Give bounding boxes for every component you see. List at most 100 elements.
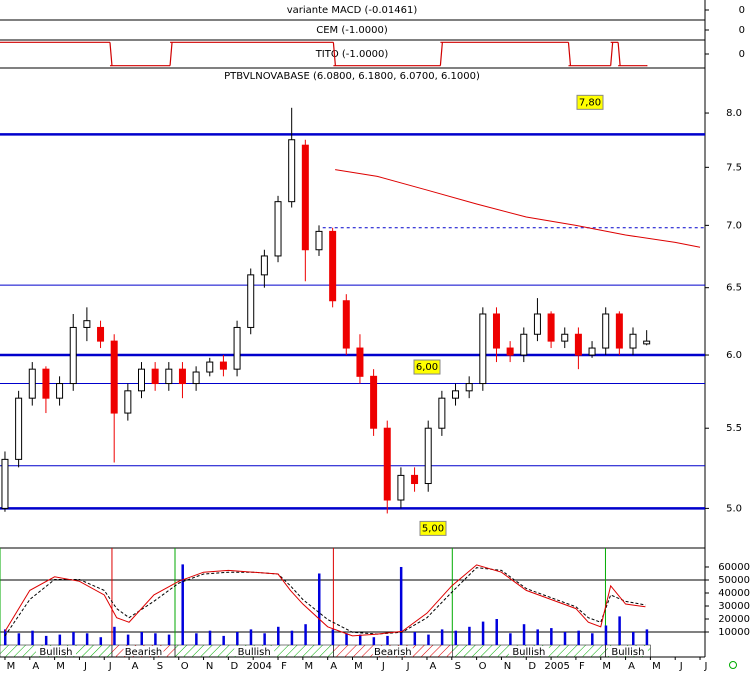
candle-body: [370, 375, 378, 429]
volume-bar: [263, 633, 266, 645]
volume-bar: [386, 635, 389, 645]
y-tick-label: 20000: [718, 614, 750, 625]
x-tick-label: J: [406, 661, 410, 672]
y-tick-label: 10000: [718, 627, 750, 638]
x-tick-label: A: [430, 661, 437, 672]
candle-body: [588, 347, 596, 356]
volume-bar: [167, 634, 171, 645]
volume-bar: [126, 634, 130, 645]
candle-body: [192, 371, 200, 385]
volume-bar: [85, 633, 89, 645]
volume-bar: [195, 633, 198, 645]
candle-body: [15, 397, 23, 460]
tito-connector: [169, 42, 173, 66]
volume-bar: [290, 630, 294, 645]
x-tick-label: M: [305, 661, 314, 672]
volume-bar: [454, 630, 458, 645]
y-tick-label: 5.5: [726, 423, 742, 434]
volume-bar: [618, 616, 621, 645]
volume-bar: [522, 624, 526, 645]
volume-bar: [345, 633, 348, 645]
volume-bar: [140, 631, 143, 645]
candle-body: [28, 368, 36, 399]
y-tick-label: 8.0: [726, 108, 742, 119]
candle-body: [42, 368, 50, 399]
volume-bar: [358, 634, 362, 645]
volume-bar: [440, 629, 444, 645]
x-tick-label: J: [704, 661, 708, 672]
candle-body: [274, 201, 282, 257]
band-label: Bullish: [39, 647, 72, 658]
candle-body: [110, 340, 118, 414]
candle-body: [424, 427, 432, 485]
candle-body: [329, 230, 337, 302]
y-tick-label: 6.5: [726, 283, 742, 294]
volume-bar: [236, 631, 239, 645]
panel-title: PTBVLNOVABASE (6.0800, 6.1800, 6.0700, 6…: [224, 71, 480, 82]
x-tick-label: M: [56, 661, 65, 672]
volume-bar: [645, 629, 649, 645]
x-tick-label: J: [381, 661, 385, 672]
y-tick-label: 6.0: [726, 350, 742, 361]
candle-body: [397, 474, 405, 501]
band-label: Bullish: [512, 647, 545, 658]
candle-body: [124, 390, 132, 414]
volume-bar: [591, 633, 594, 645]
candle-body: [479, 313, 487, 385]
candle-body: [465, 383, 473, 392]
band-label-bg: [234, 646, 275, 656]
x-tick-label: M: [652, 661, 661, 672]
tito-connector: [610, 42, 614, 66]
volume-bar: [304, 624, 307, 645]
candle-body: [383, 427, 391, 501]
x-tick-label: A: [628, 661, 635, 672]
y-tick-label: 40000: [718, 588, 750, 599]
volume-bar: [509, 633, 512, 645]
candle-body: [301, 144, 309, 251]
tito-connector: [439, 42, 443, 66]
candle-body: [506, 347, 514, 356]
y-tick-label: 0: [739, 5, 745, 16]
band-label-bg: [508, 646, 549, 656]
panel-title: variante MACD (-0.01461): [287, 5, 418, 16]
level-label-box: [419, 520, 447, 536]
candle-body: [438, 397, 446, 429]
candle-body: [69, 326, 77, 385]
volume-bar: [3, 629, 7, 645]
candle-body: [342, 300, 350, 349]
candle-body: [629, 333, 637, 349]
candle-body: [492, 313, 500, 349]
candle-body: [547, 313, 555, 342]
panel-title: CEM (-1.0000): [316, 25, 388, 36]
volume-bar: [249, 629, 253, 645]
level-label: 6,00: [416, 362, 438, 373]
oscillator-signal: [4, 567, 646, 637]
candle-body: [561, 333, 569, 342]
volume-bar: [72, 631, 75, 645]
moving-average: [335, 169, 701, 248]
level-label-box: [413, 359, 441, 375]
y-tick-label: 30000: [718, 601, 750, 612]
tito-connector: [332, 42, 336, 66]
x-tick-label: O: [181, 661, 189, 672]
x-tick-label: M: [7, 661, 16, 672]
x-tick-label: J: [108, 661, 112, 672]
candle-body: [615, 313, 623, 349]
candle-body: [83, 320, 91, 328]
candle-body: [56, 383, 64, 399]
oscillator-line: [4, 564, 646, 637]
band-label-bg: [123, 646, 164, 656]
candle-body: [315, 230, 323, 251]
candle-body: [97, 326, 105, 342]
x-tick-label: O: [479, 661, 487, 672]
volume-bar: [604, 625, 608, 645]
volume-bar: [31, 630, 34, 645]
candle-body: [288, 139, 296, 203]
candle-body: [1, 458, 9, 509]
candle-body: [219, 361, 227, 370]
volume-bar: [317, 573, 321, 645]
band-label-bg: [607, 646, 648, 656]
x-tick-label: 2004: [246, 661, 271, 672]
y-tick-label: 50000: [718, 575, 750, 586]
